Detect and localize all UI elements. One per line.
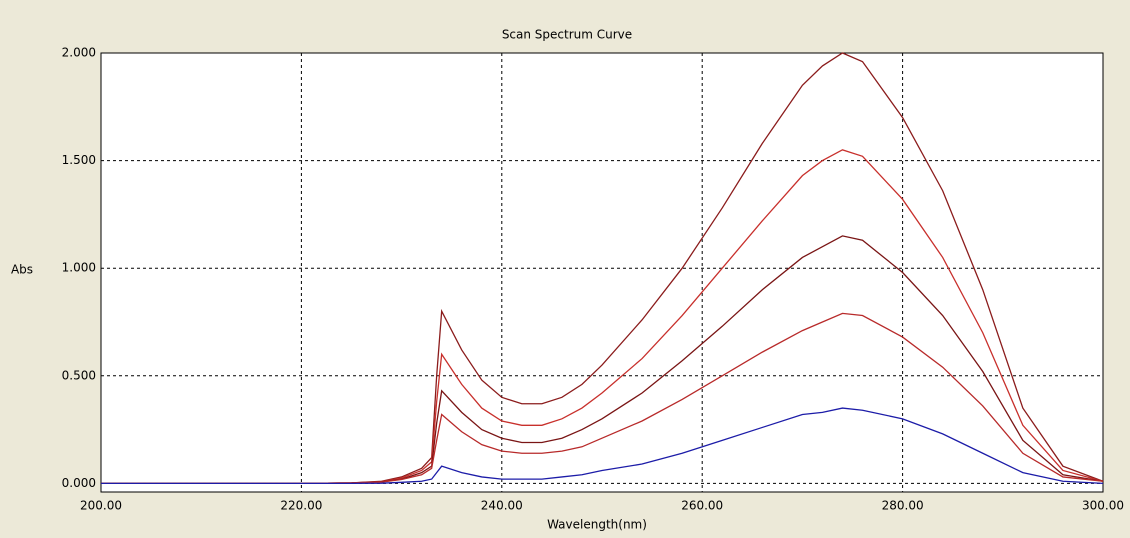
x-tick-label: 240.00: [481, 499, 523, 513]
x-tick-label: 260.00: [681, 499, 723, 513]
x-axis-label: Wavelength(nm): [547, 518, 647, 532]
x-tick-label: 300.00: [1082, 499, 1124, 513]
spectrum-line: [101, 235, 1104, 485]
spectrum-line: [101, 312, 1104, 485]
spectrum-line: [101, 149, 1104, 485]
y-tick-label: 0.000: [62, 476, 96, 490]
y-tick-label: 1.500: [62, 153, 96, 167]
spectrum-line: [101, 407, 1104, 485]
plot-area: [100, 52, 1104, 493]
y-tick-label: 0.500: [62, 368, 96, 382]
chart-title: Scan Spectrum Curve: [502, 28, 632, 42]
y-tick-label: 2.000: [62, 46, 96, 60]
x-tick-label: 280.00: [882, 499, 924, 513]
spectrum-line: [101, 52, 1104, 485]
y-axis-label: Abs: [11, 263, 33, 277]
y-tick-label: 1.000: [62, 261, 96, 275]
x-tick-label: 220.00: [280, 499, 322, 513]
x-tick-label: 200.00: [80, 499, 122, 513]
